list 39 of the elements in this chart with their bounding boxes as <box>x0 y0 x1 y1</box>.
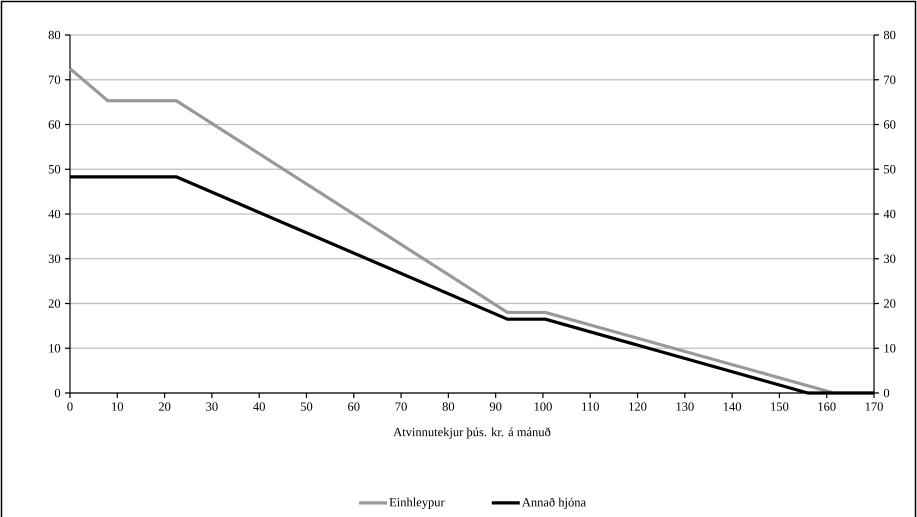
x-tick-label: 90 <box>490 402 502 411</box>
y-tick-label: 10 <box>49 344 60 352</box>
legend-label: Einhleypur <box>389 498 445 510</box>
y2-tick-label: 0 <box>884 388 890 398</box>
x-tick-label: 0 <box>67 402 73 411</box>
x-tick-label: 130 <box>676 402 694 411</box>
x-tick-label: 70 <box>396 402 407 411</box>
x-tick-label: 120 <box>629 402 646 411</box>
y2-tick-label: 60 <box>884 120 896 129</box>
x-tick-label: 160 <box>818 402 836 411</box>
y2-tick-label: 40 <box>884 210 896 218</box>
x-tick-label: 170 <box>866 402 883 411</box>
y-tick-label: 30 <box>48 254 60 263</box>
x-tick-label: 80 <box>442 402 454 411</box>
x-tick-label: 150 <box>771 402 788 411</box>
x-tick-label: 100 <box>534 402 552 411</box>
y2-tick-label: 20 <box>884 299 896 308</box>
y2-tick-label: 50 <box>884 165 896 174</box>
y-tick-label: 60 <box>48 120 60 129</box>
y-tick-label: 70 <box>48 76 60 84</box>
y-tick-label: 80 <box>48 30 60 40</box>
y2-tick-label: 70 <box>884 76 896 84</box>
y2-tick-label: 80 <box>884 30 896 40</box>
y2-tick-label: 30 <box>884 254 896 263</box>
x-tick-label: 110 <box>582 402 599 411</box>
y-tick-label: 20 <box>48 299 60 308</box>
legend-label: Annað hjóna <box>522 498 586 510</box>
x-tick-label: 20 <box>158 402 170 411</box>
y2-tick-label: 10 <box>884 344 896 352</box>
x-tick-label: 30 <box>206 402 218 411</box>
x-tick-label: 10 <box>112 402 124 411</box>
y-tick-label: 40 <box>48 210 60 218</box>
y-tick-label: 0 <box>54 388 60 398</box>
y-tick-label: 50 <box>48 165 60 174</box>
x-axis-title: Atvinnutekjur þús. kr. á mánuð <box>393 427 550 439</box>
x-tick-label: 50 <box>300 402 312 411</box>
x-tick-label: 60 <box>348 402 360 411</box>
x-tick-label: 140 <box>724 402 742 411</box>
x-tick-label: 40 <box>253 402 265 411</box>
